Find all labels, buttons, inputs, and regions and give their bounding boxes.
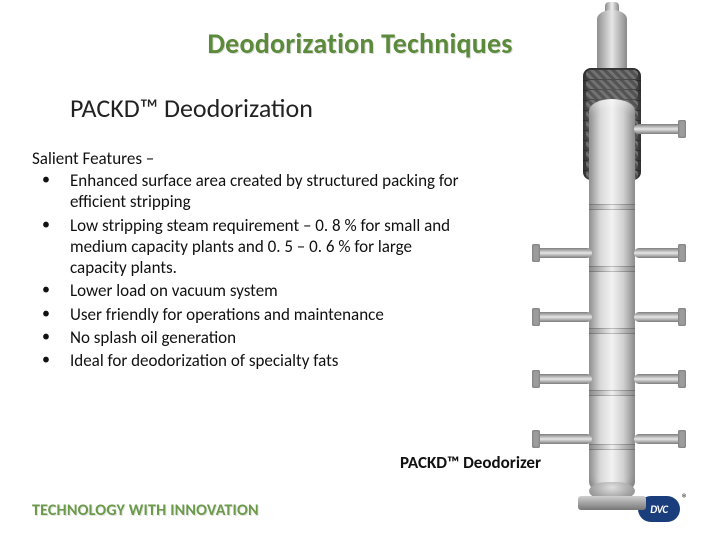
nozzle-icon xyxy=(534,434,592,444)
flange-icon xyxy=(532,244,540,262)
bullet-item: Low stripping steam requirement – 0. 8 %… xyxy=(32,215,462,279)
bullet-item: Enhanced surface area created by structu… xyxy=(32,170,462,213)
nozzle-icon xyxy=(634,434,684,444)
flange-icon xyxy=(678,430,686,448)
nozzle-icon xyxy=(534,248,592,258)
flange-icon xyxy=(532,308,540,326)
bullet-item: User friendly for operations and mainten… xyxy=(32,304,462,325)
nozzle-icon xyxy=(534,312,592,322)
packing-layer-icon xyxy=(586,70,638,79)
column-skirt-icon xyxy=(578,496,646,510)
nozzle-icon xyxy=(534,374,592,384)
nozzle-icon xyxy=(634,248,684,258)
column-tray-icon xyxy=(589,444,635,450)
features-heading: Salient Features – xyxy=(32,148,154,169)
flange-icon xyxy=(678,308,686,326)
nozzle-icon xyxy=(634,124,684,134)
column-tray-icon xyxy=(589,390,635,396)
slide: Deodorization Techniques PACKD™ Deodoriz… xyxy=(0,0,720,540)
slide-subtitle: PACKD™ Deodorization xyxy=(70,92,313,124)
flange-icon xyxy=(678,120,686,138)
flange-icon xyxy=(532,430,540,448)
bullet-item: Lower load on vacuum system xyxy=(32,280,462,301)
nozzle-icon xyxy=(634,374,684,384)
column-tray-icon xyxy=(589,204,635,210)
bullet-item: No splash oil generation xyxy=(32,327,462,348)
feature-bullets: Enhanced surface area created by structu… xyxy=(32,170,462,373)
column-tray-icon xyxy=(589,328,635,334)
flange-icon xyxy=(532,370,540,388)
flange-icon xyxy=(678,244,686,262)
deodorizer-illustration xyxy=(534,4,684,514)
bullet-item: Ideal for deodorization of specialty fat… xyxy=(32,350,462,371)
packing-layer-icon xyxy=(586,80,638,89)
column-body-icon xyxy=(589,99,635,494)
flange-icon xyxy=(678,370,686,388)
equipment-caption: PACKD™ Deodorizer xyxy=(400,452,541,473)
tagline: TECHNOLOGY WITH INNOVATION xyxy=(32,501,259,520)
column-tray-icon xyxy=(589,266,635,272)
nozzle-icon xyxy=(634,312,684,322)
packing-layer-icon xyxy=(586,90,638,99)
